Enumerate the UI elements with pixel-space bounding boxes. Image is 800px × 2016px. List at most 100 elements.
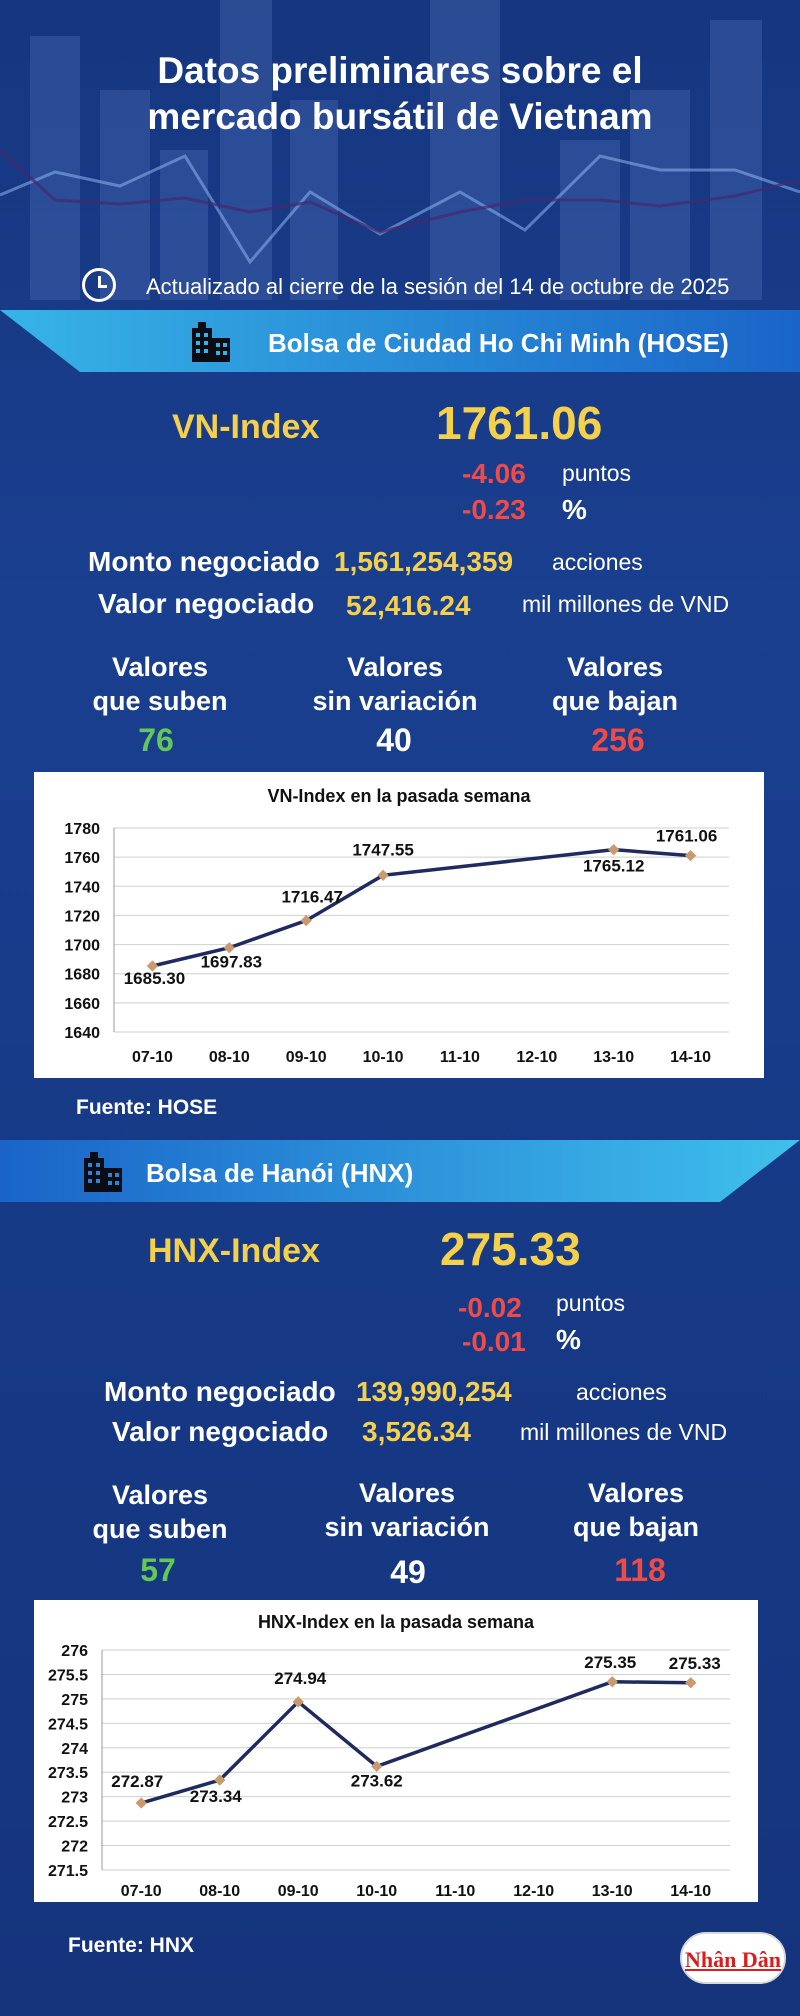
vn-up-label: Valores que suben: [60, 650, 260, 718]
vn-up-label-line-1: Valores: [111, 652, 209, 682]
hnx-data-point: [606, 1676, 618, 1688]
vn-up-count: 76: [138, 722, 174, 758]
hnx-up-label-line-2: que suben: [92, 1514, 228, 1544]
vn-data-label: 1765.12: [583, 857, 644, 876]
header-decor-lines: [0, 148, 800, 265]
logo-text: Nhân Dân: [685, 1947, 781, 1972]
vn-y-tick-label: 1740: [64, 879, 100, 896]
vn-flat-label-line-1: Valores: [346, 652, 444, 682]
vn-x-tick-label: 12-10: [516, 1049, 557, 1066]
vn-change-percent: -0.23: [462, 494, 526, 525]
vn-y-tick-label: 1780: [64, 821, 100, 838]
vn-x-tick-label: 09-10: [286, 1049, 327, 1066]
vn-series-line: [152, 847, 691, 968]
vn-y-tick-label: 1760: [64, 850, 100, 867]
vn-x-tick-label: 13-10: [593, 1049, 634, 1066]
hnx-index-chart-svg: HNX-Index en la pasada semana 271.5 272 272…: [48, 1612, 730, 1900]
hnx-y-tick-label: 271.5: [48, 1863, 88, 1880]
hnx-y-tick-label: 275: [61, 1692, 88, 1709]
header-background: [0, 0, 800, 300]
hnx-series-line: [140, 1680, 691, 1805]
hnx-y-tick-label: 272: [61, 1839, 88, 1856]
hnx-y-tick-label: 275.5: [48, 1667, 88, 1684]
vn-chart-title: VN-Index en la pasada semana: [267, 786, 531, 806]
hnx-y-tick-label: 273: [61, 1790, 88, 1807]
hnx-change-points: -0.02: [458, 1292, 522, 1323]
vn-data-label: 1716.47: [281, 888, 342, 907]
hnx-volume-value: 139,990,254: [356, 1376, 512, 1407]
hose-source: Fuente: HOSE: [76, 1096, 218, 1119]
vn-flat-label-line-2: sin variación: [312, 686, 478, 716]
vn-down-label-line-1: Valores: [566, 652, 664, 682]
page-title-line-1: Datos preliminares sobre el: [157, 50, 643, 91]
vn-x-tick-label: 07-10: [132, 1049, 173, 1066]
hnx-data-label: 273.34: [190, 1787, 243, 1806]
vn-x-tick-label: 10-10: [363, 1049, 404, 1066]
hnx-index-value: 275.33: [440, 1223, 581, 1275]
vn-value-label: Valor negociado: [98, 588, 315, 619]
building-icon: [192, 322, 230, 362]
hnx-up-count: 57: [140, 1552, 176, 1588]
updated-text: Actualizado al cierre de la sesión del 1…: [146, 274, 730, 299]
vn-x-tick-label: 11-10: [440, 1049, 480, 1066]
vn-value-value: 52,416.24: [346, 590, 471, 621]
vn-data-label: 1747.55: [352, 840, 413, 859]
vn-x-tick-label: 14-10: [670, 1049, 711, 1066]
vn-y-tick-label: 1680: [64, 967, 100, 984]
vn-index-chart-svg: VN-Index en la pasada semana 1640 1660 1680…: [64, 786, 729, 1066]
clock-icon: [82, 268, 116, 302]
hnx-flat-label-line-1: Valores: [358, 1478, 456, 1508]
hnx-band: [0, 1140, 800, 1202]
building-icon: [84, 1152, 122, 1192]
vn-volume-value: 1,561,254,359: [334, 546, 514, 577]
vn-up-label-line-2: que suben: [92, 686, 228, 716]
vn-change-points: -4.06: [462, 458, 526, 489]
vn-index-value: 1761.06: [436, 397, 603, 449]
vn-down-count: 256: [591, 722, 645, 758]
hose-band-label: Bolsa de Ciudad Ho Chi Minh (HOSE): [268, 328, 729, 358]
hnx-flat-label: Valores sin variación: [292, 1476, 522, 1544]
vn-y-tick-label: 1700: [64, 938, 100, 955]
vn-data-point: [146, 960, 159, 972]
hnx-percent-unit: %: [556, 1324, 581, 1355]
hnx-data-label: 275.35: [584, 1653, 636, 1672]
hnx-x-tick-label: 13-10: [592, 1883, 633, 1900]
vn-down-label: Valores que bajan: [515, 650, 715, 718]
vn-data-label: 1697.83: [201, 953, 262, 972]
hnx-y-tick-label: 274: [61, 1741, 88, 1758]
hnx-x-tick-label: 09-10: [278, 1883, 319, 1900]
hnx-volume-label: Monto negociado: [104, 1376, 336, 1407]
vn-flat-label: Valores sin variación: [280, 650, 510, 718]
page-title: Datos preliminares sobre el mercado burs…: [0, 48, 800, 140]
vn-index-chart: VN-Index en la pasada semana 1640 1660 1680…: [34, 772, 764, 1078]
hnx-data-label: 272.87: [111, 1772, 163, 1791]
vn-data-label: 1685.30: [124, 969, 185, 988]
hnx-data-label: 275.33: [669, 1654, 721, 1673]
vn-flat-count: 40: [376, 722, 412, 758]
hnx-index-chart: HNX-Index en la pasada semana 271.5 272 272…: [34, 1600, 758, 1902]
vn-volume-label: Monto negociado: [88, 546, 320, 577]
hnx-down-label-line-2: que bajan: [572, 1512, 700, 1542]
hnx-source: Fuente: HNX: [68, 1934, 194, 1957]
hnx-x-tick-label: 07-10: [121, 1883, 162, 1900]
vn-down-label-line-2: que bajan: [551, 686, 679, 716]
hnx-data-point: [135, 1797, 147, 1809]
hnx-x-tick-label: 12-10: [513, 1883, 554, 1900]
hnx-down-count: 118: [614, 1552, 666, 1588]
hnx-value-label: Valor negociado: [112, 1416, 329, 1447]
vn-percent-unit: %: [562, 494, 587, 525]
hnx-x-tick-label: 10-10: [356, 1883, 397, 1900]
hnx-y-tick-label: 274.5: [48, 1716, 88, 1733]
hnx-data-point: [685, 1677, 697, 1689]
vn-data-point: [223, 942, 235, 954]
hnx-change-percent: -0.01: [462, 1326, 526, 1357]
page-title-line-2: mercado bursátil de Vietnam: [147, 96, 653, 137]
hnx-value-value: 3,526.34: [362, 1416, 471, 1447]
hnx-y-tick-label: 272.5: [48, 1814, 88, 1831]
hnx-volume-unit: acciones: [576, 1379, 667, 1405]
vn-points-unit: puntos: [562, 460, 632, 486]
vn-y-tick-label: 1720: [64, 908, 100, 925]
vn-data-point: [684, 849, 697, 862]
hnx-x-tick-label: 14-10: [670, 1883, 711, 1900]
nhan-dan-logo: Nhân Dân: [680, 1932, 786, 1984]
